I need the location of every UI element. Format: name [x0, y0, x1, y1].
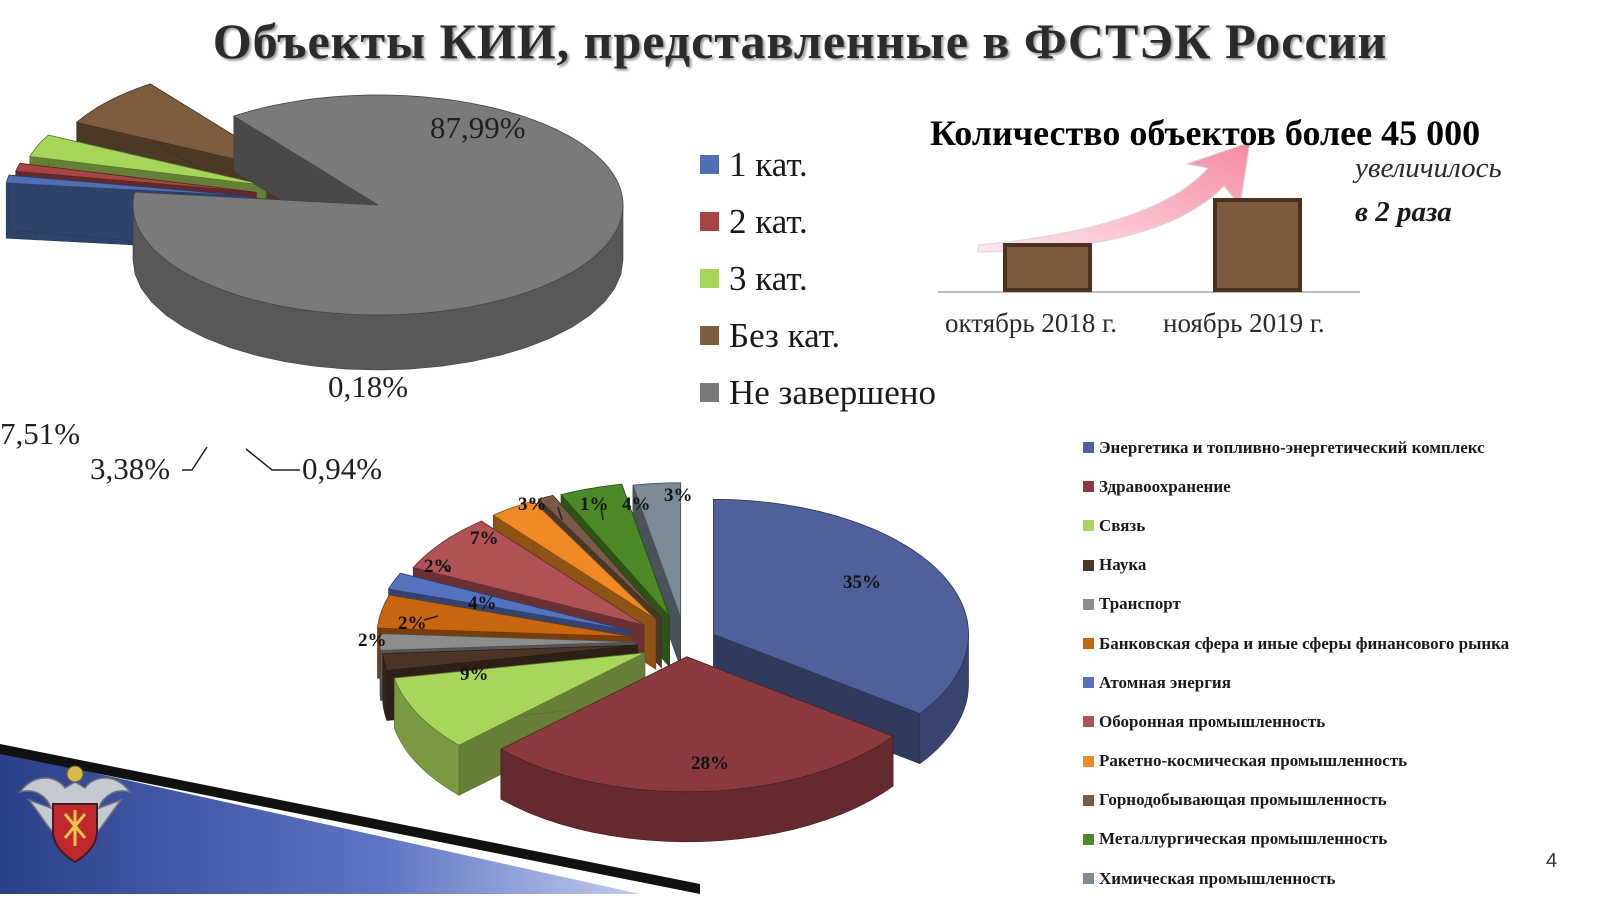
legend-label: 1 кат.	[729, 144, 808, 184]
growth-note: увеличилось	[1355, 152, 1502, 184]
page-number: 4	[1546, 850, 1558, 872]
data-label-science: 2%	[358, 630, 387, 651]
legend-swatch	[1083, 559, 1094, 571]
pie-chart-categories	[5, 83, 624, 371]
legend-item-unfinished: Не завершено	[700, 364, 936, 421]
data-label-comm: 9%	[460, 664, 489, 685]
bar-chart-growth	[938, 141, 1360, 293]
legend-label: 3 кат.	[729, 258, 808, 298]
data-label-space: 3%	[518, 494, 547, 515]
data-label-unfinished: 87,99%	[430, 110, 526, 145]
legend-swatch	[1083, 442, 1094, 454]
legend-label: Атомная энергия	[1099, 672, 1231, 692]
data-label-cat3: 3,38%	[90, 451, 170, 486]
data-label-chem: 3%	[664, 485, 693, 506]
legend-item-atomic: Атомная энергия	[1083, 663, 1509, 702]
slide-title: Объекты КИИ, представленные в ФСТЭК Росс…	[212, 13, 1388, 69]
legend-label: Без кат.	[729, 315, 841, 355]
legend-item-health: Здравоохранение	[1083, 467, 1509, 506]
legend-label: Металлургическая промышленность	[1099, 829, 1388, 849]
legend-swatch	[700, 383, 719, 402]
legend-label: Связь	[1099, 515, 1146, 535]
legend-item-science: Наука	[1083, 546, 1509, 585]
legend-swatch	[1083, 481, 1094, 493]
legend-label: 2 кат.	[729, 201, 808, 241]
legend-swatch	[700, 326, 719, 345]
legend-swatch	[1083, 873, 1094, 885]
object-count-title: Количество объектов более 45 000	[930, 113, 1481, 153]
legend-swatch	[1083, 794, 1094, 806]
legend-item-space: Ракетно-космическая промышленность	[1083, 742, 1509, 781]
pie-slice-health	[500, 656, 894, 843]
legend-swatch	[1083, 598, 1094, 610]
legend-item-cat1: 1 кат.	[700, 136, 936, 193]
legend-swatch	[700, 155, 719, 174]
legend-label: Банковская сфера и иные сферы финансовог…	[1099, 633, 1510, 653]
pie-chart-sectors	[377, 482, 969, 843]
legend-item-transport: Транспорт	[1083, 585, 1509, 624]
data-label-defense: 7%	[470, 528, 499, 549]
legend-item-nocat: Без кат.	[700, 307, 936, 364]
legend-label: Энергетика и топливно-энергетический ком…	[1099, 437, 1485, 457]
legend-item-mining: Горнодобывающая промышленность	[1083, 781, 1509, 820]
legend-swatch	[700, 269, 719, 288]
legend-item-metal: Металлургическая промышленность	[1083, 820, 1509, 859]
legend-sectors: Энергетика и топливно-энергетический ком…	[1083, 428, 1509, 898]
legend-swatch	[1083, 638, 1094, 650]
legend-label: Ракетно-космическая промышленность	[1099, 751, 1408, 771]
data-label-cat2: 0,94%	[302, 451, 382, 486]
legend-swatch	[1083, 677, 1094, 689]
legend-label: Горнодобывающая промышленность	[1099, 790, 1387, 810]
data-label-mining: 1%	[580, 494, 609, 515]
bar-0	[1003, 243, 1092, 292]
legend-swatch	[1083, 833, 1094, 845]
pie-slice-unfinished	[132, 94, 624, 371]
legend-item-defense: Оборонная промышленность	[1083, 702, 1509, 741]
bar-1	[1213, 198, 1302, 292]
fstec-emblem-icon	[18, 765, 132, 864]
growth-arrow-icon	[977, 141, 1251, 253]
bar-category-label: октябрь 2018 г.	[945, 308, 1117, 338]
data-label-bank: 4%	[468, 593, 497, 614]
data-label-atomic: 2%	[424, 556, 453, 577]
legend-label: Транспорт	[1099, 594, 1181, 614]
data-label-metal: 4%	[622, 494, 651, 515]
legend-swatch	[1083, 716, 1094, 728]
leader-lines	[182, 446, 604, 621]
legend-categories: 1 кат. 2 кат. 3 кат. Без кат. Не заверше…	[700, 136, 936, 421]
legend-label: Не завершено	[729, 372, 936, 412]
data-label-energy: 35%	[843, 572, 881, 593]
data-label-nocat: 7,51%	[0, 416, 80, 451]
legend-item-energy: Энергетика и топливно-энергетический ком…	[1083, 428, 1509, 467]
legend-item-comm: Связь	[1083, 506, 1509, 545]
data-label-transport: 2%	[398, 613, 427, 634]
legend-swatch	[700, 212, 719, 231]
legend-item-bank: Банковская сфера и иные сферы финансовог…	[1083, 624, 1509, 663]
legend-item-cat3: 3 кат.	[700, 250, 936, 307]
legend-label: Наука	[1099, 555, 1147, 575]
data-label-cat1: 0,18%	[328, 369, 408, 404]
legend-label: Химическая промышленность	[1099, 868, 1336, 888]
footer-banner	[0, 744, 700, 894]
data-label-health: 28%	[691, 753, 729, 774]
growth-factor: в 2 раза	[1355, 196, 1452, 228]
legend-label: Здравоохранение	[1099, 476, 1231, 496]
legend-item-cat2: 2 кат.	[700, 193, 936, 250]
legend-item-chem: Химическая промышленность	[1083, 859, 1509, 898]
legend-swatch	[1083, 755, 1094, 767]
legend-label: Оборонная промышленность	[1099, 711, 1326, 731]
bar-category-label: ноябрь 2019 г.	[1163, 308, 1325, 338]
legend-swatch	[1083, 520, 1094, 532]
